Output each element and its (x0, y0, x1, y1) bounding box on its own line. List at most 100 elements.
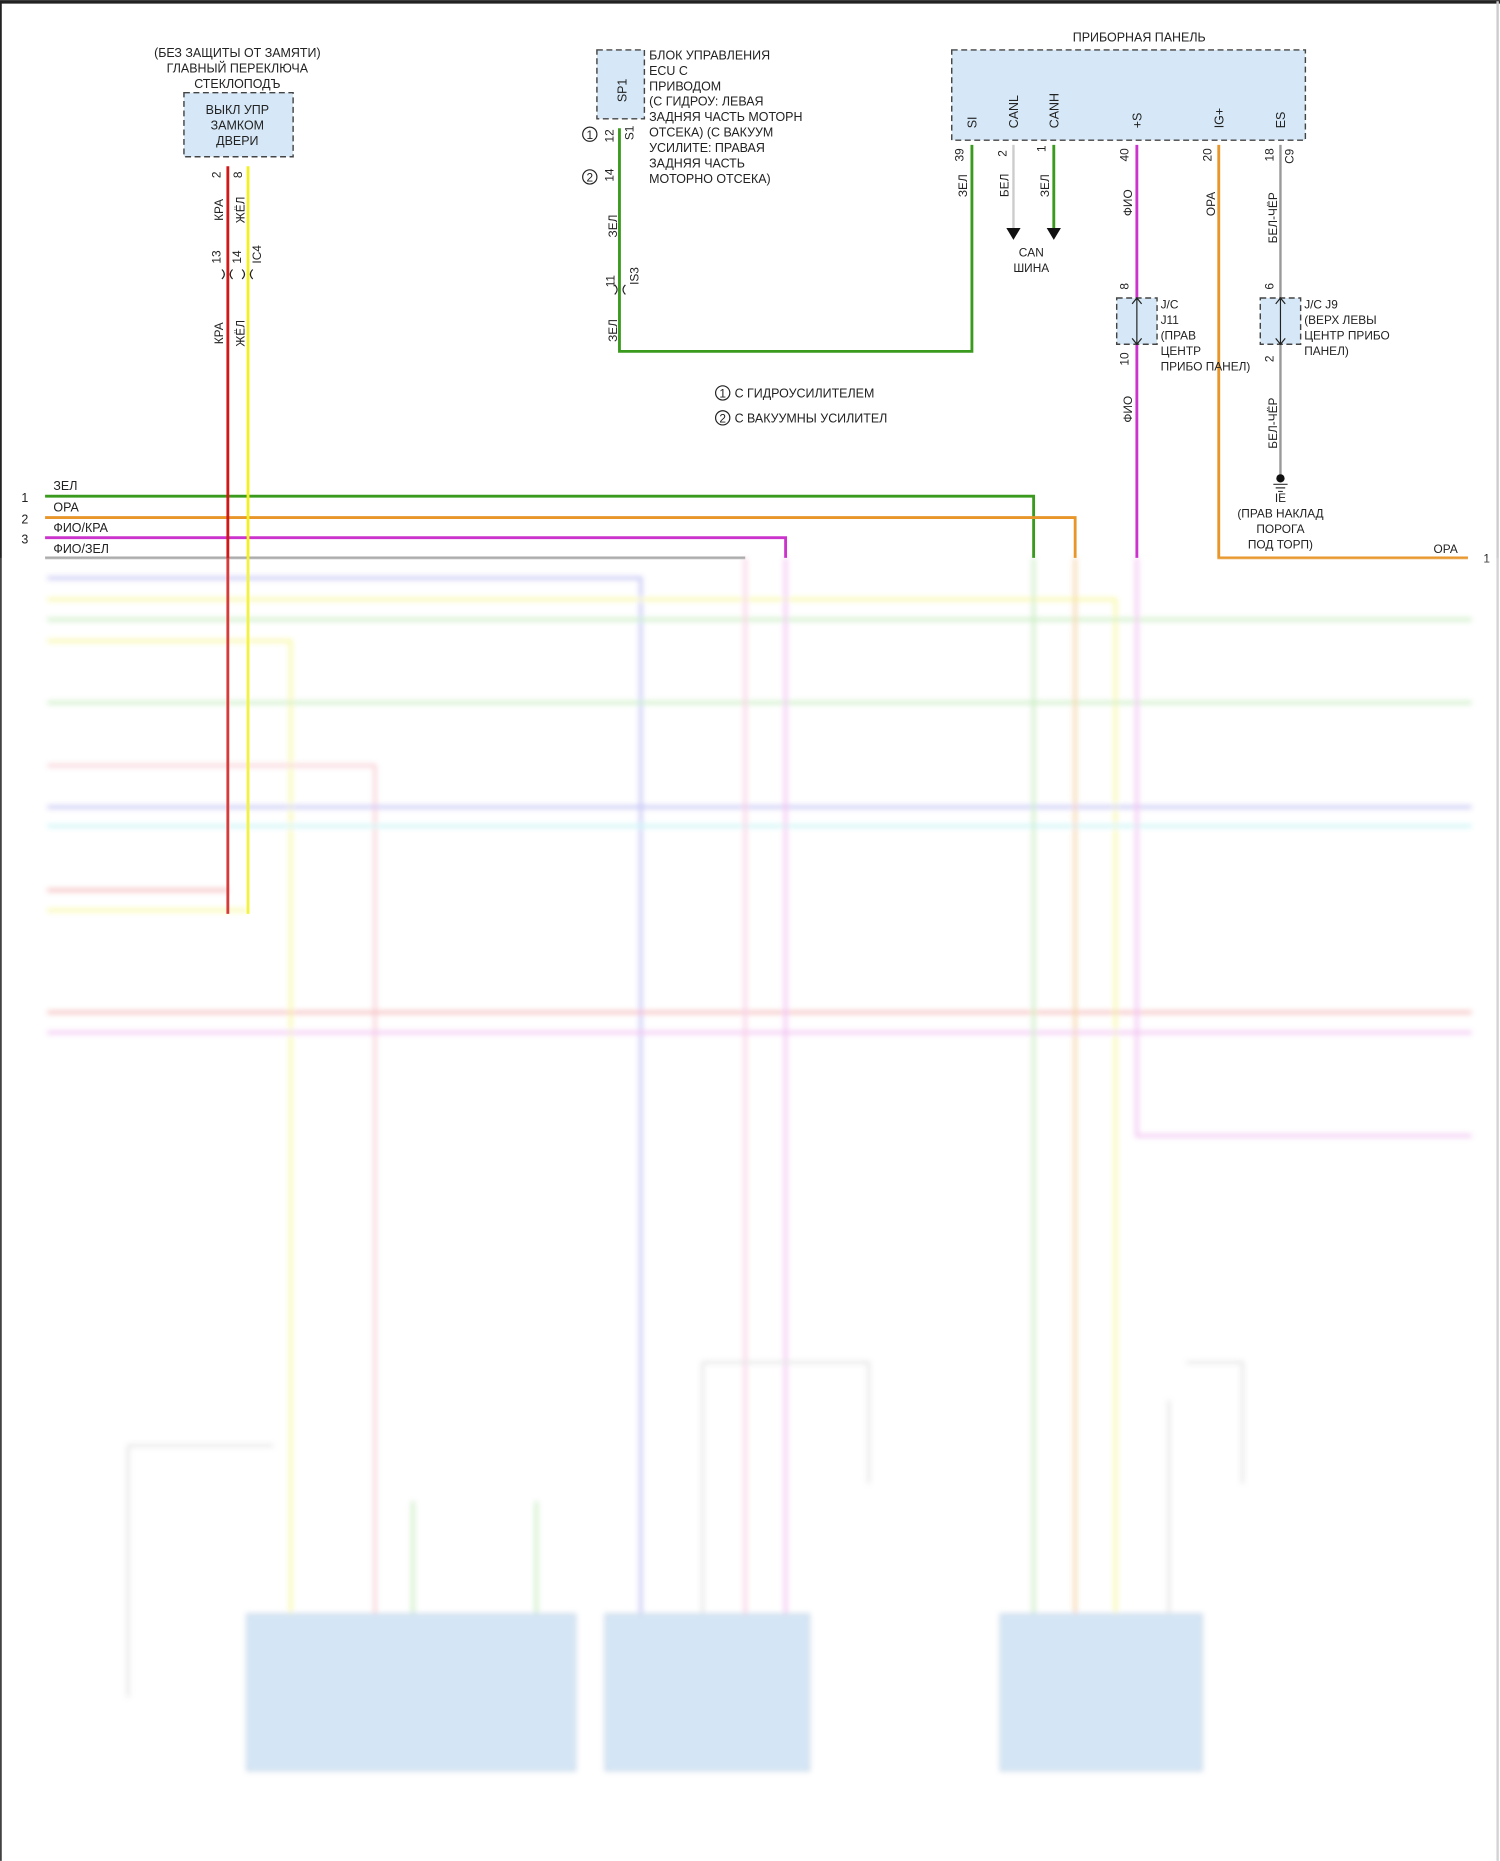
j9-pin-6: 6 (1262, 283, 1276, 290)
ecu-label-9: МОТОРНО ОТСЕКА) (649, 172, 771, 186)
can-arrow-icon (1006, 227, 1061, 240)
connector-ic4: IC4 (250, 245, 264, 264)
j9-link (1275, 297, 1286, 346)
ecu-label-3: ПРИВОДОМ (649, 79, 721, 93)
legend-num-2: 2 (719, 412, 726, 426)
j9-wire-label: БЕЛ-ЧЁР (1266, 397, 1280, 448)
connector-c9: C9 (1283, 148, 1297, 164)
j9-label-2: (ВЕРХ ЛЕВЫ (1304, 313, 1376, 327)
pin-40: 40 (1118, 148, 1132, 162)
right-wire-label: ОРА (1434, 542, 1458, 556)
wire-label-canh: ЗЕЛ (1038, 174, 1052, 197)
j9-label-1: J/C J9 (1304, 298, 1338, 312)
blur-overlay (0, 557, 1500, 1861)
blurred-component-3 (999, 1613, 1203, 1772)
variant-1-num: 1 (586, 128, 593, 142)
terminal-ig: IG+ (1212, 108, 1226, 128)
wire-yellow-2 (47, 639, 293, 1615)
ecu-label-8: ЗАДНЯЯ ЧАСТЬ (649, 156, 745, 170)
ecu-label-1: БЛОК УПРАВЛЕНИЯ (649, 48, 770, 62)
pin-2-panel: 2 (995, 150, 1009, 157)
pin-2: 2 (210, 172, 224, 179)
pin-18: 18 (1262, 148, 1276, 162)
variant-2-num: 2 (586, 171, 593, 185)
ecu-label-7: УСИЛИТЕ: ПРАВАЯ (649, 141, 765, 155)
ecu-label-4: (С ГИДРОУ: ЛЕВАЯ (649, 95, 763, 109)
j11-label-2: J11 (1161, 313, 1180, 327)
row-num-1: 1 (21, 491, 28, 505)
switch-title-3: СТЕКЛОПОДЪ (194, 77, 280, 91)
wire-label-zhel-2: ЖЁЛ (233, 320, 247, 347)
can-label-1: CAN (1019, 245, 1044, 259)
ground-label-3: ПОД ТОРП) (1248, 537, 1313, 551)
wire-label-ig: ОРА (1204, 192, 1218, 216)
pin-12: 12 (603, 129, 617, 142)
ecu-power-steering: SP1 БЛОК УПРАВЛЕНИЯ ECU С ПРИВОДОМ (С ГИ… (582, 48, 974, 353)
j11-label-5: ПРИБО ПАНЕЛ) (1161, 359, 1251, 373)
row-num-3: 3 (21, 533, 28, 547)
terminal-es: ES (1274, 112, 1288, 129)
pin-13: 13 (210, 250, 224, 264)
switch-title-1: (БЕЗ ЗАЩИТЫ ОТ ЗАМЯТИ) (154, 46, 321, 60)
j11-label-4: ЦЕНТР (1161, 344, 1201, 358)
ground-ie: IE (ПРАВ НАКЛАД ПОРОГА ПОД ТОРП) (1237, 474, 1324, 551)
j11-label-1: J/C (1161, 298, 1179, 312)
connector-ic4-symbol (221, 269, 254, 280)
variant-2-mark (582, 169, 598, 185)
wire-label-kra-2: КРА (212, 322, 226, 344)
terminal-canl: CANL (1007, 95, 1021, 128)
wire-label-es: БЕЛ-ЧЁР (1266, 192, 1280, 243)
legend-mark-1 (714, 385, 731, 401)
j11-link (1131, 297, 1143, 346)
wire-blue-1 (47, 576, 643, 1615)
pin-20: 20 (1201, 148, 1215, 162)
can-label-2: ШИНА (1013, 261, 1049, 275)
ecu-label-2: ECU С (649, 64, 688, 78)
ground-label-1: (ПРАВ НАКЛАД (1237, 507, 1323, 521)
row-label-3: ФИО/КРА (53, 521, 108, 535)
j11-label-3: (ПРАВ (1161, 329, 1197, 343)
connector-s1: S1 (623, 125, 637, 140)
ground-icon (1273, 483, 1288, 493)
wire-label-zel-ecu: ЗЕЛ (606, 215, 620, 238)
ecu-box (596, 49, 646, 120)
ecu-label-6: ОТСЕКА) (С ВАКУУМ (649, 126, 773, 140)
pin-11: 11 (604, 275, 618, 288)
terminal-si: SI (966, 117, 980, 129)
switch-title-2: ГЛАВНЫЙ ПЕРЕКЛЮЧА (167, 61, 309, 76)
wire-label-canl: БЕЛ (998, 174, 1012, 197)
wire-magenta-right (1135, 557, 1472, 1138)
wire-label-zel-ecu-2: ЗЕЛ (606, 319, 620, 342)
legend-num-1: 1 (719, 387, 726, 401)
j9-label-3: ЦЕНТР ПРИБО (1304, 329, 1390, 343)
legend-mark-2 (714, 410, 731, 426)
ground-name: IE (1275, 491, 1286, 505)
ecu-code: SP1 (616, 79, 630, 103)
panel-box (951, 49, 1307, 141)
switch-box (183, 91, 294, 158)
wire-orange-ig (1217, 144, 1468, 560)
legend: 1 С ГИДРОУСИЛИТЕЛЕМ 2 С ВАКУУМНЫ УСИЛИТЕ… (714, 385, 887, 426)
j11-pin-10: 10 (1118, 352, 1132, 366)
variant-1-mark (582, 126, 598, 142)
door-lock-switch: (БЕЗ ЗАЩИТЫ ОТ ЗАМЯТИ) ГЛАВНЫЙ ПЕРЕКЛЮЧА… (154, 46, 321, 914)
switch-label-2: ЗАМКОМ (211, 118, 264, 132)
wire-yellow-1 (47, 597, 1117, 1615)
ecu-label-5: ЗАДНЯЯ ЧАСТЬ МОТОРН (649, 110, 802, 124)
wire-label-si: ЗЕЛ (956, 174, 970, 197)
j11-wire-label: ФИО (1121, 396, 1135, 423)
bus-row-3-wire (45, 536, 788, 558)
blurred-lower-section (47, 557, 1472, 1772)
pin-14: 14 (230, 250, 244, 264)
row-label-2: ОРА (53, 501, 79, 515)
switch-label-3: ДВЕРИ (216, 134, 258, 148)
wire-label-s: ФИО (1121, 189, 1135, 216)
j11-pin-8: 8 (1118, 283, 1132, 290)
bus-row-2-wire (45, 516, 1077, 558)
terminal-plus-s: +S (1131, 113, 1145, 129)
ground-dot (1276, 474, 1285, 483)
legend-text-1: С ГИДРОУСИЛИТЕЛЕМ (735, 387, 875, 401)
wire-label-zhel: ЖЁЛ (233, 197, 247, 224)
